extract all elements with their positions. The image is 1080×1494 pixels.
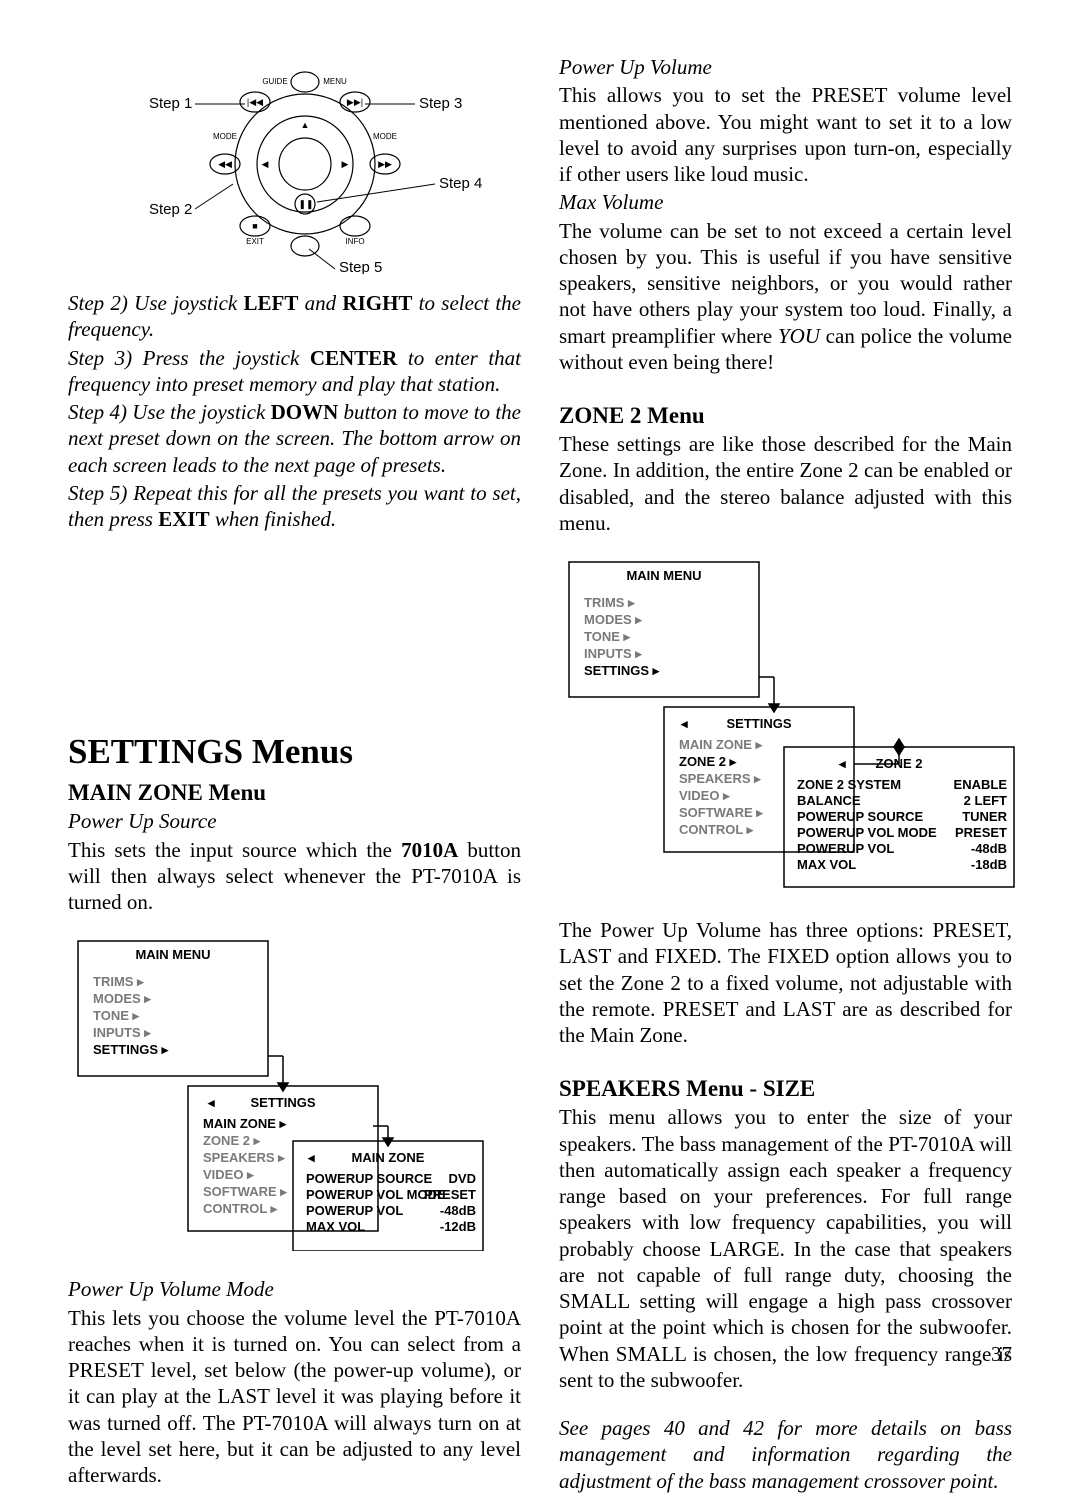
svg-text:PRESET: PRESET	[955, 825, 1007, 840]
svg-text:MAIN ZONE ▸: MAIN ZONE ▸	[203, 1116, 288, 1131]
svg-text:▶: ▶	[341, 159, 348, 169]
joystick-label-exit: EXIT	[246, 237, 264, 246]
svg-text:-18dB: -18dB	[971, 857, 1007, 872]
svg-text:TONE ▸: TONE ▸	[584, 629, 632, 644]
svg-text:ENABLE: ENABLE	[954, 777, 1008, 792]
joystick-label-info: INFO	[345, 237, 364, 246]
svg-text:◂: ◂	[207, 1095, 215, 1110]
svg-text:-48dB: -48dB	[971, 841, 1007, 856]
svg-text:ZONE 2 ▸: ZONE 2 ▸	[203, 1133, 262, 1148]
svg-text:MAX VOL: MAX VOL	[306, 1219, 365, 1234]
settings-menus-title: SETTINGS Menus	[68, 732, 521, 772]
svg-text:SETTINGS ▸: SETTINGS ▸	[93, 1042, 170, 1057]
svg-text:MAIN ZONE: MAIN ZONE	[352, 1150, 425, 1165]
svg-text:❚❚: ❚❚	[298, 199, 313, 210]
pvm-label: Power Up Volume Mode	[68, 1276, 521, 1302]
zone2-after-body: The Power Up Volume has three options: P…	[559, 917, 1012, 1048]
svg-text:-12dB: -12dB	[440, 1219, 476, 1234]
svg-text:MODES ▸: MODES ▸	[584, 612, 643, 627]
svg-text:■: ■	[252, 221, 257, 231]
joystick-label-mode-l: MODE	[213, 132, 237, 141]
svg-text:◂: ◂	[680, 716, 688, 731]
svg-text:▶▶|: ▶▶|	[346, 97, 362, 107]
svg-text:CONTROL ▸: CONTROL ▸	[203, 1201, 279, 1216]
svg-text:ZONE 2 SYSTEM: ZONE 2 SYSTEM	[797, 777, 901, 792]
speakers-body: This menu allows you to enter the size o…	[559, 1104, 1012, 1393]
page-number: 37	[991, 1342, 1012, 1367]
svg-text:◂: ◂	[307, 1150, 315, 1165]
joystick-diagram: |◀◀ ▶▶| ◀◀ ▶▶ ■ ❚❚ ▲ ◀ ▶ GUIDE MENU MODE…	[68, 54, 521, 274]
puv-body: This allows you to set the PRESET volume…	[559, 82, 1012, 187]
pvm-body: This lets you choose the volume level th…	[68, 1305, 521, 1489]
svg-text:◀: ◀	[261, 159, 268, 169]
svg-text:SOFTWARE ▸: SOFTWARE ▸	[203, 1184, 288, 1199]
svg-text:TRIMS ▸: TRIMS ▸	[93, 974, 145, 989]
svg-text:BALANCE: BALANCE	[797, 793, 861, 808]
svg-text:TONE ▸: TONE ▸	[93, 1008, 141, 1023]
maxv-body: The volume can be set to not exceed a ce…	[559, 218, 1012, 376]
right-column: Power Up Volume This allows you to set t…	[559, 54, 1012, 1494]
power-up-source-body: This sets the input source which the 701…	[68, 837, 521, 916]
step4-text: Step 4) Use the joystick DOWN button to …	[68, 399, 521, 478]
svg-text:SOFTWARE ▸: SOFTWARE ▸	[679, 805, 764, 820]
zone2-menu-diagram: MAIN MENU TRIMS ▸ MODES ▸ TONE ▸ INPUTS …	[559, 552, 1012, 897]
svg-text:◂: ◂	[838, 756, 846, 771]
svg-text:INPUTS ▸: INPUTS ▸	[93, 1025, 152, 1040]
svg-text:SETTINGS: SETTINGS	[726, 716, 791, 731]
step3-text: Step 3) Press the joystick CENTER to ent…	[68, 345, 521, 398]
svg-text:CONTROL ▸: CONTROL ▸	[679, 822, 755, 837]
speakers-menu-title: SPEAKERS Menu - SIZE	[559, 1076, 1012, 1102]
zone2-menu-title: ZONE 2 Menu	[559, 403, 1012, 429]
svg-text:POWERUP SOURCE: POWERUP SOURCE	[306, 1171, 432, 1186]
joystick-label-mode-r: MODE	[373, 132, 397, 141]
svg-text:ZONE 2 ▸: ZONE 2 ▸	[679, 754, 738, 769]
svg-text:ZONE 2: ZONE 2	[876, 756, 923, 771]
svg-text:PRESET: PRESET	[424, 1187, 476, 1202]
svg-text:MODES ▸: MODES ▸	[93, 991, 152, 1006]
svg-text:TRIMS ▸: TRIMS ▸	[584, 595, 636, 610]
see-pages-ref: See pages 40 and 42 for more details on …	[559, 1415, 1012, 1494]
joystick-label-menu: MENU	[323, 77, 347, 86]
main-zone-menu-title: MAIN ZONE Menu	[68, 780, 521, 806]
svg-text:MAIN MENU: MAIN MENU	[135, 947, 210, 962]
step5-label: Step 5	[339, 259, 382, 274]
svg-text:VIDEO ▸: VIDEO ▸	[203, 1167, 255, 1182]
svg-text:INPUTS ▸: INPUTS ▸	[584, 646, 643, 661]
step3-label: Step 3	[419, 95, 462, 112]
svg-text:POWERUP SOURCE: POWERUP SOURCE	[797, 809, 923, 824]
svg-text:SETTINGS: SETTINGS	[250, 1095, 315, 1110]
svg-text:▶▶: ▶▶	[378, 159, 392, 169]
maxv-label: Max Volume	[559, 189, 1012, 215]
step5-text: Step 5) Repeat this for all the presets …	[68, 480, 521, 533]
svg-text:-48dB: -48dB	[440, 1203, 476, 1218]
svg-text:|◀◀: |◀◀	[246, 97, 262, 107]
svg-text:POWERUP VOL MODE: POWERUP VOL MODE	[797, 825, 937, 840]
svg-text:MAIN ZONE ▸: MAIN ZONE ▸	[679, 737, 764, 752]
svg-text:TUNER: TUNER	[962, 809, 1007, 824]
step2-label: Step 2	[149, 201, 192, 218]
joystick-label-guide: GUIDE	[262, 77, 287, 86]
svg-text:◀◀: ◀◀	[218, 159, 232, 169]
zone2-body: These settings are like those described …	[559, 431, 1012, 536]
power-up-source-label: Power Up Source	[68, 808, 521, 834]
svg-text:MAX VOL: MAX VOL	[797, 857, 856, 872]
svg-text:VIDEO ▸: VIDEO ▸	[679, 788, 731, 803]
svg-text:MAIN MENU: MAIN MENU	[626, 568, 701, 583]
puv-label: Power Up Volume	[559, 54, 1012, 80]
svg-text:DVD: DVD	[449, 1171, 476, 1186]
step2-text: Step 2) Use joystick LEFT and RIGHT to s…	[68, 290, 521, 343]
svg-text:SETTINGS ▸: SETTINGS ▸	[584, 663, 661, 678]
svg-text:POWERUP VOL: POWERUP VOL	[797, 841, 894, 856]
left-column: |◀◀ ▶▶| ◀◀ ▶▶ ■ ❚❚ ▲ ◀ ▶ GUIDE MENU MODE…	[68, 54, 521, 1494]
svg-text:2 LEFT: 2 LEFT	[964, 793, 1007, 808]
svg-text:SPEAKERS ▸: SPEAKERS ▸	[203, 1150, 286, 1165]
step1-label: Step 1	[149, 95, 192, 112]
svg-text:POWERUP VOL: POWERUP VOL	[306, 1203, 403, 1218]
main-zone-menu-diagram: MAIN MENU TRIMS ▸ MODES ▸ TONE ▸ INPUTS …	[68, 931, 521, 1256]
svg-text:SPEAKERS ▸: SPEAKERS ▸	[679, 771, 762, 786]
svg-text:▲: ▲	[300, 120, 309, 130]
step4-label: Step 4	[439, 175, 482, 192]
